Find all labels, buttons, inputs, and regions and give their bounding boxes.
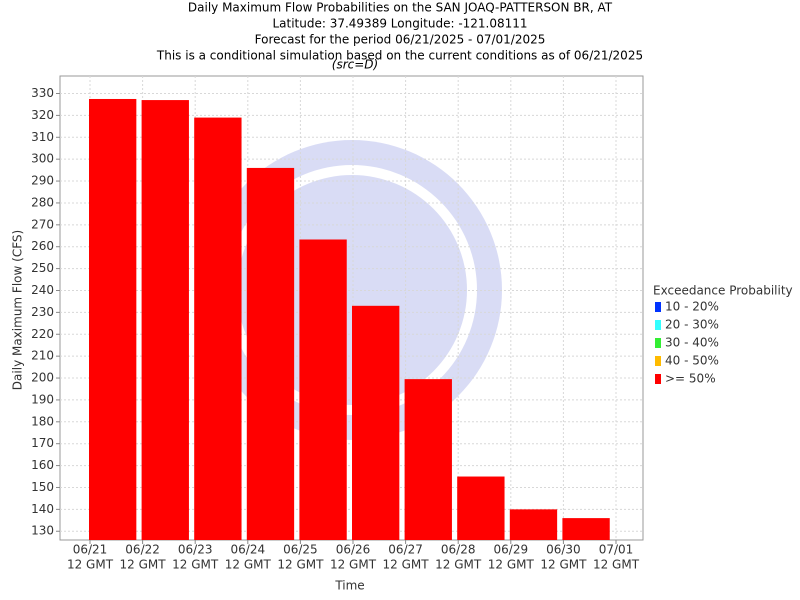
chart-title: Daily Maximum Flow Probabilities on the … [188,1,613,15]
y-tick-label: 140 [31,502,54,516]
chart-subtitle: (src=D) [332,58,378,72]
y-tick-label: 210 [31,349,54,363]
x-tick-label: 12 GMT [435,558,482,572]
bar [352,305,400,540]
bar [141,100,189,540]
x-tick-label: 06/30 [546,543,581,557]
bar [194,117,242,541]
bar [246,167,295,540]
y-tick-label: 300 [31,152,54,166]
y-tick-label: 330 [31,86,54,100]
legend-swatch [655,374,661,384]
y-tick-label: 290 [31,174,54,188]
x-tick-label: 12 GMT [172,558,219,572]
y-tick-label: 160 [31,458,54,472]
y-tick-label: 230 [31,305,54,319]
bar [562,518,610,540]
legend-label: >= 50% [665,372,716,386]
x-tick-label: 12 GMT [120,558,167,572]
legend-swatch [655,338,661,348]
x-tick-label: 12 GMT [67,558,114,572]
x-tick-label: 06/24 [231,543,266,557]
y-tick-label: 150 [31,480,54,494]
y-tick-label: 130 [31,524,54,538]
y-tick-label: 310 [31,130,54,144]
legend-swatch [655,320,661,330]
legend-swatch [655,356,661,366]
x-tick-label: 12 GMT [488,558,535,572]
x-tick-label: 12 GMT [225,558,272,572]
bar [89,98,137,540]
y-tick-label: 190 [31,392,54,406]
y-tick-label: 260 [31,239,54,253]
bar [509,509,558,540]
x-tick-label: 06/25 [283,543,318,557]
y-tick-label: 320 [31,108,54,122]
x-tick-label: 06/27 [388,543,423,557]
y-tick-label: 180 [31,414,54,428]
x-tick-label: 12 GMT [277,558,324,572]
y-axis-label: Daily Maximum Flow (CFS) [11,230,25,390]
y-tick-label: 220 [31,327,54,341]
y-tick-label: 270 [31,217,54,231]
x-tick-label: 12 GMT [330,558,377,572]
legend-label: 40 - 50% [665,354,719,368]
x-tick-label: 06/26 [336,543,371,557]
y-tick-label: 240 [31,283,54,297]
chart-title: This is a conditional simulation based o… [156,49,643,63]
x-tick-label: 12 GMT [383,558,430,572]
y-tick-label: 200 [31,371,54,385]
legend-label: 20 - 30% [665,318,719,332]
bar [299,239,347,541]
legend-label: 10 - 20% [665,300,719,314]
bar [457,476,505,540]
x-tick-label: 12 GMT [593,558,640,572]
x-tick-label: 06/29 [494,543,529,557]
x-tick-label: 06/21 [73,543,108,557]
chart-title: Forecast for the period 06/21/2025 - 07/… [255,33,546,47]
y-tick-label: 170 [31,436,54,450]
y-tick-label: 280 [31,195,54,209]
chart-title: Latitude: 37.49389 Longitude: -121.08111 [272,17,527,31]
x-tick-label: 06/23 [178,543,213,557]
legend-title: Exceedance Probability [653,284,793,298]
x-axis-label: Time [334,579,364,593]
bar [404,379,452,540]
x-tick-label: 12 GMT [540,558,587,572]
x-tick-label: 07/01 [599,543,634,557]
legend-swatch [655,302,661,312]
x-tick-label: 06/28 [441,543,476,557]
y-tick-label: 250 [31,261,54,275]
x-tick-label: 06/22 [125,543,160,557]
legend-label: 30 - 40% [665,336,719,350]
